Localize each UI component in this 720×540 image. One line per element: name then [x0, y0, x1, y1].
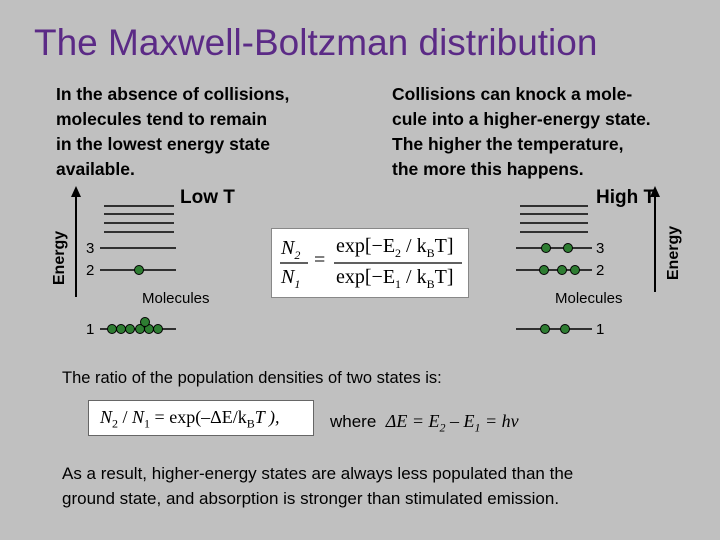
ratio-formula: N2 / N1 = exp(–ΔE/kBT ), — [100, 407, 280, 431]
low-t-molecules — [107, 265, 163, 334]
molecule — [539, 265, 549, 275]
ratio-formula-box — [88, 400, 314, 436]
molecule — [563, 243, 573, 253]
molecule — [570, 265, 580, 275]
molecule — [116, 324, 126, 334]
equation-lhs-numerator: N2 — [281, 237, 301, 262]
ratio-statement: The ratio of the population densities of… — [62, 369, 442, 387]
high-t-levels — [516, 205, 592, 330]
energy-axis-arrow-right — [650, 186, 660, 197]
equation-numerator: exp[−E2 / kBT] — [336, 235, 454, 260]
equation-denominator: exp[−E1 / kBT] — [336, 266, 454, 291]
molecule — [557, 265, 567, 275]
equation-lhs-denominator: N1 — [281, 266, 301, 291]
high-t-level-3-label: 3 — [596, 240, 605, 257]
energy-difference-definition: where ΔE = E2 – E1 = hν — [330, 411, 519, 435]
conclusion-text: As a result, higher-energy states are al… — [62, 464, 574, 508]
low-t-description: In the absence of collisions, molecules … — [56, 84, 290, 179]
slide-title: The Maxwell-Boltzman distribution — [34, 22, 598, 63]
molecule — [107, 324, 117, 334]
low-t-level-1-label: 1 — [86, 321, 95, 338]
high-t-description: Collisions can knock a mole- cule into a… — [392, 84, 651, 179]
molecule — [125, 324, 135, 334]
low-t-heading: Low T — [180, 187, 235, 208]
molecule — [540, 324, 550, 334]
equation-equals: = — [314, 249, 326, 271]
high-t-molecules — [539, 243, 580, 334]
low-t-level-3-label: 3 — [86, 240, 95, 257]
high-t-level-2-label: 2 — [596, 262, 605, 279]
molecule — [560, 324, 570, 334]
high-t-level-1-label: 1 — [596, 321, 605, 338]
molecule — [541, 243, 551, 253]
low-t-molecules-label: Molecules — [142, 290, 210, 307]
molecule — [134, 265, 144, 275]
high-t-heading: High T — [596, 187, 656, 208]
molecule — [140, 317, 150, 327]
equation-fraction-bars — [280, 262, 462, 264]
low-t-level-2-label: 2 — [86, 262, 95, 279]
boltzmann-equation-image: N2 N1 = exp[−E2 / kBT] exp[−E1 / kBT] — [271, 228, 469, 298]
energy-axis-arrow-left — [71, 186, 81, 197]
molecule — [153, 324, 163, 334]
high-t-molecules-label: Molecules — [555, 290, 623, 307]
